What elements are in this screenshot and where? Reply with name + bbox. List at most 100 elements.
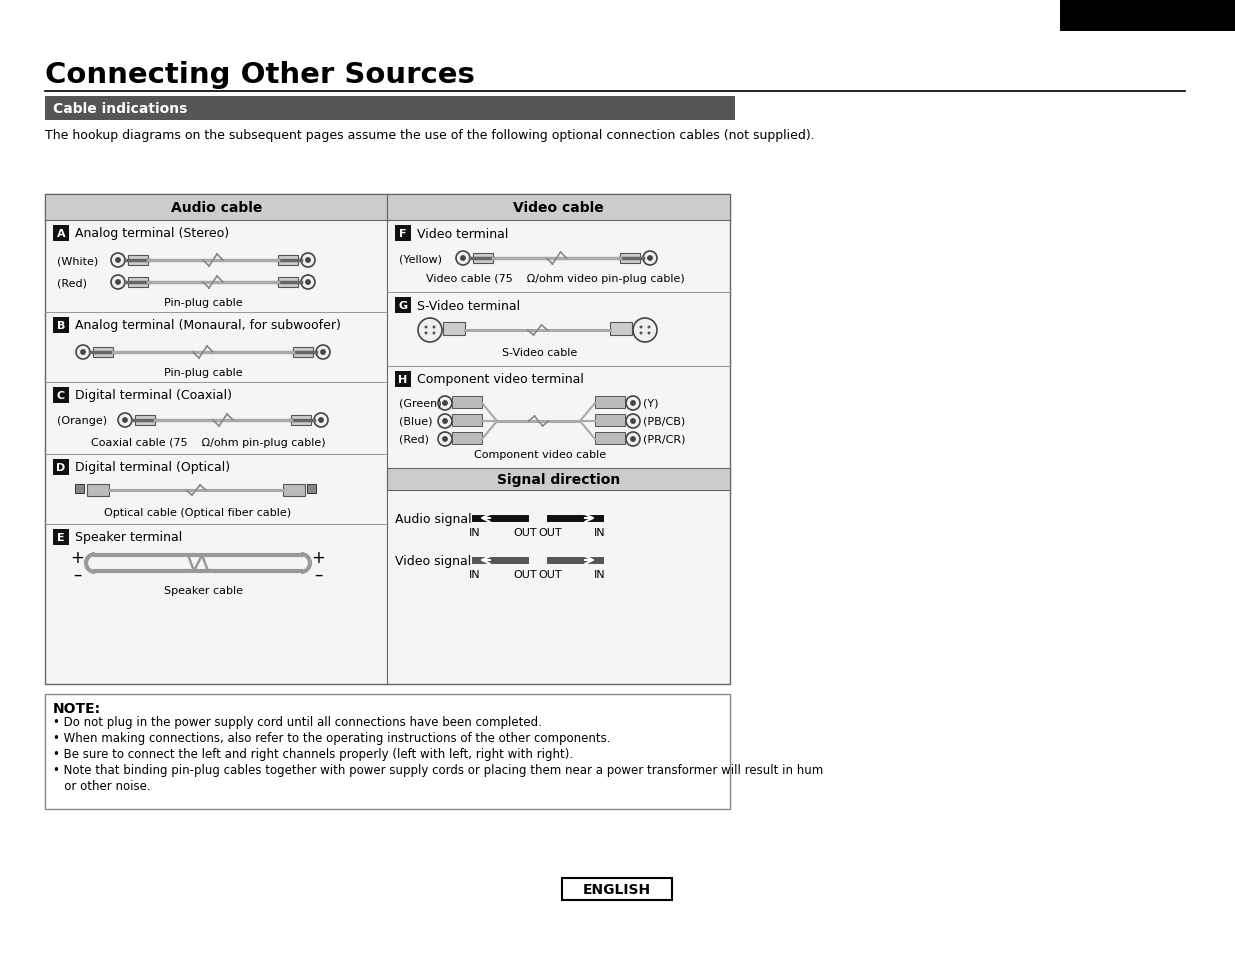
Text: Component video cable: Component video cable	[474, 450, 606, 459]
Text: ENGLISH: ENGLISH	[1114, 9, 1182, 23]
Text: A: A	[57, 229, 65, 239]
Text: Component video terminal: Component video terminal	[417, 374, 584, 386]
Text: D: D	[57, 462, 65, 473]
Text: The hookup diagrams on the subsequent pages assume the use of the following opti: The hookup diagrams on the subsequent pa…	[44, 130, 815, 142]
Circle shape	[631, 437, 635, 442]
Text: Pin-plug cable: Pin-plug cable	[164, 368, 242, 377]
Bar	[562, 878, 672, 900]
Circle shape	[319, 418, 324, 423]
Circle shape	[77, 346, 90, 359]
Circle shape	[122, 418, 127, 423]
Circle shape	[643, 252, 657, 266]
Bar	[595, 415, 625, 427]
Circle shape	[425, 326, 427, 329]
Text: IN: IN	[469, 527, 480, 537]
Text: C: C	[57, 391, 65, 400]
Bar	[44, 97, 735, 121]
Text: (Orange): (Orange)	[57, 416, 107, 426]
Circle shape	[301, 275, 315, 290]
Text: • Be sure to connect the left and right channels properly (left with left, right: • Be sure to connect the left and right …	[53, 748, 573, 760]
Circle shape	[432, 333, 436, 335]
Bar	[452, 396, 482, 409]
Bar	[53, 226, 69, 242]
Circle shape	[626, 396, 640, 411]
Circle shape	[111, 253, 125, 268]
Bar	[135, 416, 156, 426]
Bar	[610, 323, 632, 335]
Text: (White): (White)	[57, 255, 99, 266]
Text: OUT: OUT	[538, 527, 562, 537]
Text: • When making connections, also refer to the operating instructions of the other: • When making connections, also refer to…	[53, 732, 610, 744]
Circle shape	[119, 414, 132, 428]
Text: Video cable (75    Ω/ohm video pin-plug cable): Video cable (75 Ω/ohm video pin-plug cab…	[426, 274, 684, 284]
Text: Speaker cable: Speaker cable	[163, 585, 242, 596]
Circle shape	[116, 258, 120, 263]
Circle shape	[301, 253, 315, 268]
Text: B: B	[57, 320, 65, 331]
Text: Cable indications: Cable indications	[53, 102, 188, 116]
Circle shape	[306, 280, 310, 285]
Text: or other noise.: or other noise.	[53, 780, 151, 793]
Bar	[395, 372, 411, 388]
Circle shape	[634, 318, 657, 343]
Circle shape	[438, 433, 452, 447]
Bar	[620, 253, 640, 264]
Bar	[128, 255, 148, 266]
Circle shape	[631, 401, 635, 406]
Text: Audio cable: Audio cable	[170, 201, 262, 214]
Text: OUT: OUT	[514, 527, 537, 537]
Text: • Note that binding pin-plug cables together with power supply cords or placing : • Note that binding pin-plug cables toge…	[53, 763, 824, 777]
Circle shape	[640, 326, 642, 329]
Text: G: G	[399, 301, 408, 311]
Text: –: –	[73, 565, 82, 583]
Text: H: H	[399, 375, 408, 385]
Bar	[53, 530, 69, 545]
Circle shape	[443, 401, 447, 406]
Circle shape	[456, 252, 471, 266]
Circle shape	[316, 346, 330, 359]
Text: Signal direction: Signal direction	[496, 473, 620, 486]
Text: (Blue): (Blue)	[399, 416, 432, 427]
Bar	[395, 226, 411, 242]
Bar	[308, 484, 316, 494]
Text: (PB/CB): (PB/CB)	[643, 416, 685, 427]
Bar	[595, 396, 625, 409]
Bar	[278, 255, 298, 266]
Text: (Red): (Red)	[399, 435, 429, 444]
Text: S-Video cable: S-Video cable	[503, 348, 578, 357]
Text: Digital terminal (Optical): Digital terminal (Optical)	[75, 461, 230, 474]
Circle shape	[438, 415, 452, 429]
Bar	[86, 484, 109, 497]
Bar	[44, 194, 730, 684]
Bar	[53, 459, 69, 476]
Bar	[53, 388, 69, 403]
Text: Optical cable (Optical fiber cable): Optical cable (Optical fiber cable)	[105, 507, 291, 517]
Circle shape	[443, 419, 447, 424]
Bar	[44, 194, 388, 221]
Bar	[395, 297, 411, 314]
Circle shape	[631, 419, 635, 424]
Bar	[44, 695, 730, 809]
Circle shape	[626, 415, 640, 429]
Bar	[452, 433, 482, 444]
Text: E: E	[57, 533, 64, 542]
Text: IN: IN	[594, 569, 606, 579]
Text: (Red): (Red)	[57, 277, 86, 288]
Text: NOTE:: NOTE:	[53, 701, 101, 716]
Text: Analog terminal (Monaural, for subwoofer): Analog terminal (Monaural, for subwoofer…	[75, 319, 341, 333]
Bar	[473, 253, 493, 264]
Text: Speaker terminal: Speaker terminal	[75, 531, 183, 544]
Circle shape	[648, 256, 652, 261]
Text: (Y): (Y)	[643, 398, 658, 409]
Circle shape	[647, 333, 651, 335]
Bar	[75, 484, 84, 494]
Bar	[128, 277, 148, 288]
Text: Video signal: Video signal	[395, 554, 472, 567]
Text: (Yellow): (Yellow)	[399, 253, 442, 264]
Bar	[293, 348, 312, 357]
Circle shape	[443, 437, 447, 442]
Circle shape	[640, 333, 642, 335]
Circle shape	[647, 326, 651, 329]
Text: +: +	[311, 548, 325, 566]
Circle shape	[461, 256, 466, 261]
